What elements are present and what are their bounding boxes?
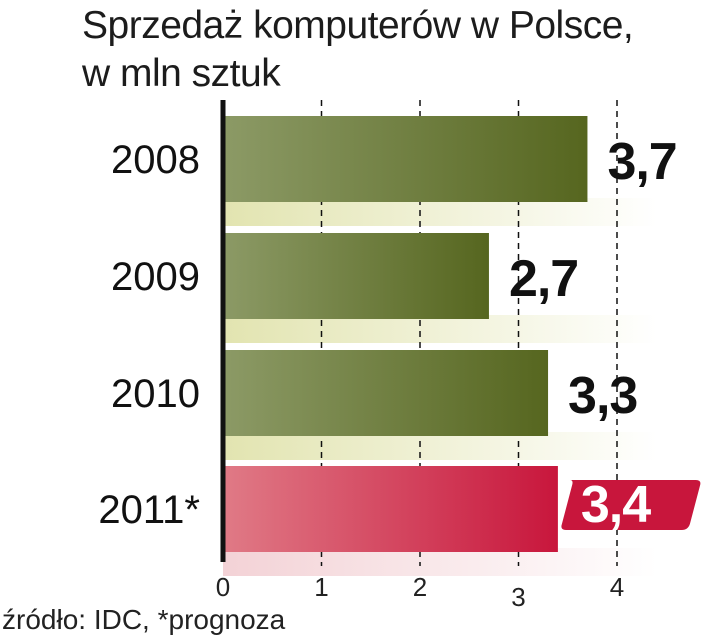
x-tick-label: 0 bbox=[216, 572, 230, 602]
value-label: 3,4 bbox=[581, 476, 651, 534]
x-tick-label: 3 bbox=[511, 582, 525, 612]
bar bbox=[223, 233, 489, 319]
x-tick-label: 2 bbox=[413, 572, 427, 602]
x-tick-label: 4 bbox=[610, 572, 624, 602]
chart-subtitle: w mln sztuk bbox=[82, 52, 281, 95]
chart-title-line: Sprzedaż komputerów w Polsce, bbox=[82, 4, 634, 47]
bar-band bbox=[223, 315, 657, 343]
bar-band bbox=[223, 432, 657, 460]
category-label: 2009 bbox=[111, 255, 200, 299]
chart-title: Sprzedaż komputerów w Polsce, w mln sztu… bbox=[82, 2, 634, 98]
value-label-badge bbox=[561, 480, 701, 530]
bar bbox=[223, 466, 558, 552]
category-label: 2010 bbox=[111, 372, 200, 416]
bar bbox=[223, 116, 588, 202]
bar-band bbox=[223, 198, 657, 226]
category-label: 2011* bbox=[98, 488, 200, 532]
x-tick-label: 1 bbox=[314, 572, 328, 602]
value-label: 3,3 bbox=[568, 367, 637, 425]
value-label: 2,7 bbox=[509, 250, 578, 308]
source-note: źródło: IDC, *prognoza bbox=[2, 604, 286, 635]
category-label: 2008 bbox=[111, 138, 200, 182]
bar bbox=[223, 350, 549, 436]
bar-band bbox=[223, 548, 657, 576]
value-label: 3,7 bbox=[607, 133, 676, 191]
